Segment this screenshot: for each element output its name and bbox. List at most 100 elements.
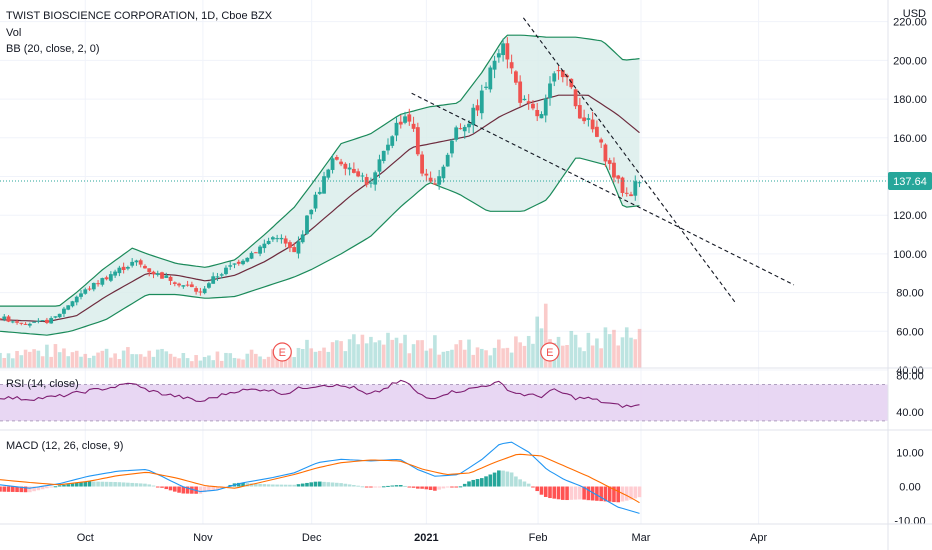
macd-histogram-bar <box>266 484 271 487</box>
price-axis[interactable]: 220.00200.00180.00160.00140.00120.00100.… <box>893 17 927 528</box>
macd-histogram-bar <box>518 479 522 487</box>
macd-histogram-bar <box>539 486 544 495</box>
candle-body <box>322 176 326 194</box>
macd-histogram-bar <box>326 482 331 487</box>
macd-histogram-bar <box>475 479 480 487</box>
candle-body <box>450 140 454 154</box>
volume-bar <box>620 337 625 368</box>
candle-body <box>215 276 220 278</box>
candle-body <box>96 283 100 285</box>
bollinger-legend[interactable]: BB (20, close, 2, 0) <box>6 43 100 55</box>
trend-projection-line[interactable] <box>411 92 795 286</box>
candle-body <box>66 305 71 310</box>
volume-bar <box>612 329 616 368</box>
candle-body <box>87 288 92 290</box>
candle-body <box>377 159 382 172</box>
earnings-label[interactable]: E <box>279 347 286 359</box>
macd-histogram-bar <box>565 486 569 501</box>
macd-histogram-bar <box>441 486 446 489</box>
volume-bar <box>454 344 459 368</box>
volume-bar <box>364 343 369 368</box>
volume-bar <box>330 342 335 368</box>
macd-histogram-bar <box>198 486 203 494</box>
macd-histogram-bar <box>522 481 527 487</box>
earnings-circle[interactable] <box>540 342 560 362</box>
macd-histogram-bar <box>484 476 488 487</box>
macd-histogram-bar <box>322 481 326 487</box>
earnings-circle[interactable] <box>272 342 292 362</box>
earnings-marker[interactable]: E <box>540 342 560 362</box>
volume-bar <box>573 334 578 368</box>
volume-bar <box>0 352 2 368</box>
macd-histogram-bar <box>317 481 322 487</box>
candle-body <box>202 288 207 294</box>
candle-body <box>612 162 616 178</box>
volume-bar <box>522 345 527 368</box>
macd-histogram-bar <box>531 486 535 488</box>
candle-body <box>501 43 506 56</box>
macd-histogram-bar <box>134 483 139 487</box>
volume-bar <box>160 348 164 368</box>
time-tick-label: Apr <box>750 532 767 544</box>
candle-body <box>633 181 638 196</box>
macd-histogram-bar <box>45 486 49 489</box>
candle-body <box>356 171 361 177</box>
volume-bar <box>262 359 267 368</box>
candle-body <box>360 175 365 177</box>
earnings-label[interactable]: E <box>546 347 553 359</box>
candle-body <box>509 62 514 69</box>
candle-body <box>36 320 41 322</box>
candle-body <box>492 60 497 70</box>
volume-bar <box>83 353 88 368</box>
volume-bar <box>40 356 45 368</box>
macd-histogram-bar <box>126 482 130 487</box>
volume-bar <box>126 347 130 368</box>
volume-bar <box>138 354 143 368</box>
candle-body <box>19 322 24 324</box>
time-axis[interactable]: Oct Nov Dec 2021 Feb Mar Apr <box>77 532 768 544</box>
volume-bar <box>143 356 147 368</box>
candle-body <box>296 241 301 254</box>
candle-body <box>432 183 437 185</box>
candle-body <box>224 267 228 275</box>
rsi-legend[interactable]: RSI (14, close) <box>6 378 79 390</box>
volume-bar <box>241 359 245 368</box>
candle-body <box>556 70 561 72</box>
time-tick-label: Dec <box>302 532 322 544</box>
macd-histogram-bar <box>560 486 565 500</box>
candle-body <box>172 282 177 284</box>
price-tick-label: 200.00 <box>893 55 927 67</box>
volume-bar <box>390 339 395 368</box>
candle-body <box>130 261 135 266</box>
volume-bar <box>450 349 454 368</box>
candle-body <box>104 277 109 280</box>
volume-bar <box>6 353 11 368</box>
candle-body <box>74 296 79 303</box>
volume-bar <box>232 357 237 368</box>
macd-histogram-bar <box>407 486 412 488</box>
candle-body <box>300 234 305 243</box>
earnings-marker[interactable]: E <box>272 342 292 362</box>
volume-bar <box>377 340 382 368</box>
macd-histogram-bar <box>616 486 621 503</box>
trend-projection-line[interactable] <box>522 17 736 303</box>
candle-body <box>343 163 348 169</box>
volume-bar <box>2 357 7 368</box>
macd-tick-label: 0.00 <box>899 482 920 494</box>
volume-bar <box>607 334 612 368</box>
volume-bar <box>637 328 642 368</box>
candle-body <box>369 182 373 184</box>
macd-histogram-bar <box>573 486 578 500</box>
volume-legend[interactable]: Vol <box>6 27 21 39</box>
price-tick-label: 80.00 <box>896 288 924 300</box>
volume-bar <box>398 343 403 368</box>
macd-legend[interactable]: MACD (12, 26, close, 9) <box>6 440 123 452</box>
macd-histogram-bar <box>313 481 318 487</box>
macd-histogram-bar <box>433 486 437 491</box>
volume-bar <box>194 355 198 368</box>
macd-histogram-bar <box>121 482 126 487</box>
candle-body <box>599 139 604 143</box>
volume-bar <box>633 339 638 368</box>
candle-body <box>590 119 595 130</box>
